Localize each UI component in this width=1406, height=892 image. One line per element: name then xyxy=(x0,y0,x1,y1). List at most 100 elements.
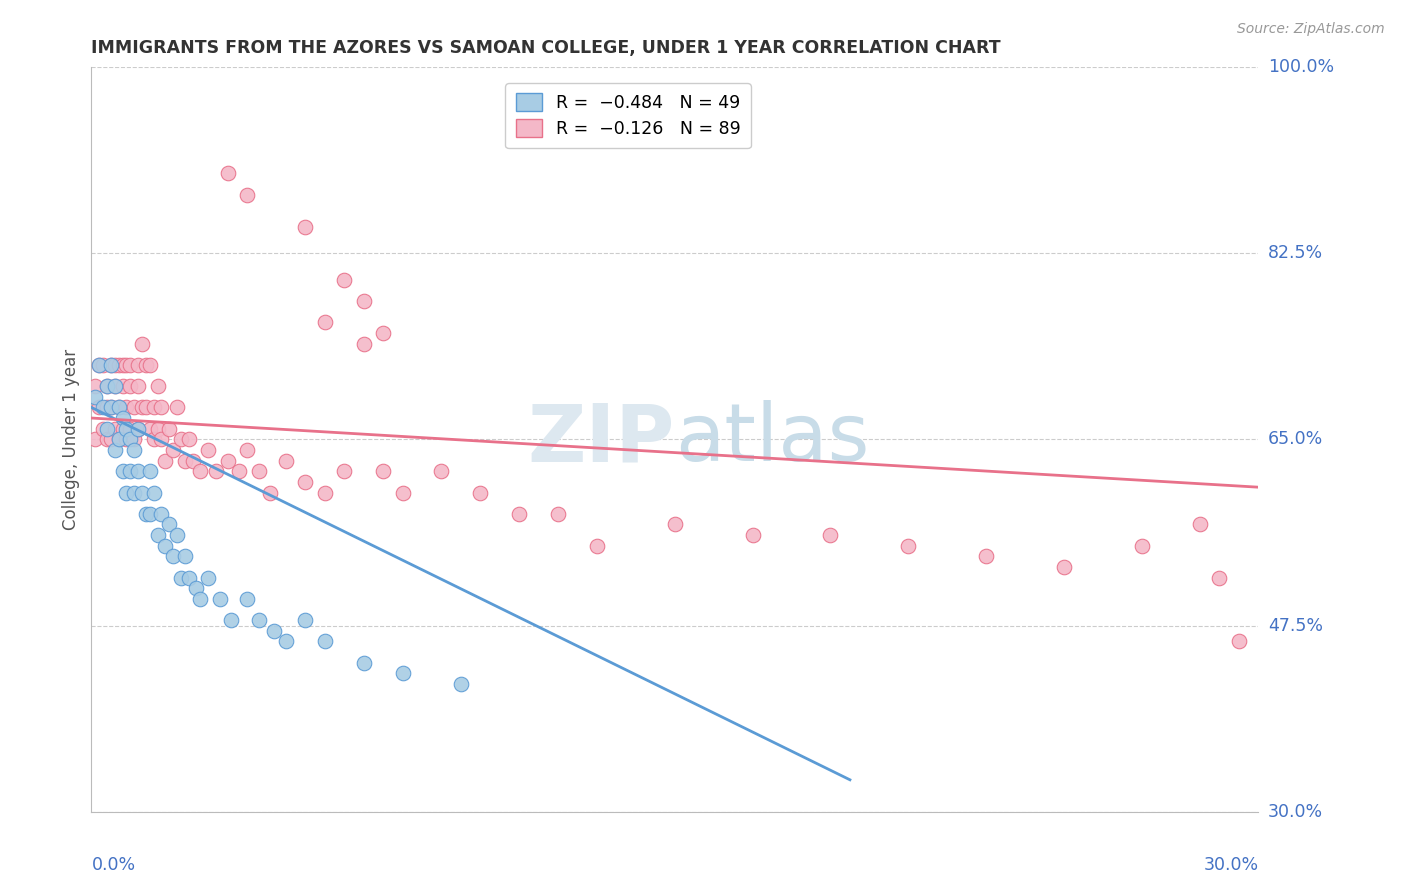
Point xyxy=(155,453,177,467)
Point xyxy=(127,358,149,372)
Text: IMMIGRANTS FROM THE AZORES VS SAMOAN COLLEGE, UNDER 1 YEAR CORRELATION CHART: IMMIGRANTS FROM THE AZORES VS SAMOAN COL… xyxy=(91,39,1001,57)
Point xyxy=(155,539,177,553)
Text: 0.0%: 0.0% xyxy=(91,856,135,874)
Point xyxy=(157,517,180,532)
Point xyxy=(450,677,472,691)
Point xyxy=(294,219,316,234)
Point xyxy=(177,432,200,446)
Point xyxy=(181,453,204,467)
Point xyxy=(131,401,153,415)
Point xyxy=(314,315,336,329)
Point xyxy=(135,401,157,415)
Point xyxy=(236,187,259,202)
Point xyxy=(89,401,111,415)
Point xyxy=(186,582,208,596)
Point xyxy=(142,432,165,446)
Point xyxy=(470,485,492,500)
Point xyxy=(217,453,239,467)
Point xyxy=(111,464,134,478)
Point xyxy=(333,273,356,287)
Point xyxy=(104,379,127,393)
Point xyxy=(157,422,180,436)
Point xyxy=(122,432,145,446)
Point xyxy=(177,571,200,585)
Point xyxy=(120,432,142,446)
Point xyxy=(820,528,842,542)
Point xyxy=(104,358,127,372)
Point xyxy=(353,656,375,670)
Point xyxy=(1053,560,1076,574)
Point xyxy=(115,358,138,372)
Point xyxy=(127,464,149,478)
Point xyxy=(173,453,195,467)
Point xyxy=(333,464,356,478)
Point xyxy=(586,539,609,553)
Point xyxy=(91,401,114,415)
Point xyxy=(96,401,118,415)
Text: 100.0%: 100.0% xyxy=(1268,58,1334,76)
Text: ZIP: ZIP xyxy=(527,401,675,478)
Text: atlas: atlas xyxy=(675,401,869,478)
Point xyxy=(120,379,142,393)
Point xyxy=(166,528,188,542)
Point xyxy=(138,507,162,521)
Point xyxy=(150,507,173,521)
Point xyxy=(100,401,122,415)
Point xyxy=(142,485,165,500)
Point xyxy=(111,358,134,372)
Point xyxy=(236,442,259,457)
Point xyxy=(314,634,336,648)
Point xyxy=(135,507,157,521)
Point xyxy=(89,358,111,372)
Point xyxy=(247,464,270,478)
Text: 65.0%: 65.0% xyxy=(1268,430,1323,449)
Point xyxy=(127,422,149,436)
Point xyxy=(391,666,413,681)
Point xyxy=(1189,517,1212,532)
Point xyxy=(120,464,142,478)
Point xyxy=(247,613,270,627)
Point xyxy=(104,379,127,393)
Point xyxy=(430,464,453,478)
Point xyxy=(122,401,145,415)
Point xyxy=(84,432,107,446)
Point xyxy=(173,549,195,564)
Point xyxy=(91,422,114,436)
Point xyxy=(142,401,165,415)
Point xyxy=(217,166,239,180)
Point xyxy=(314,485,336,500)
Point xyxy=(120,422,142,436)
Text: 30.0%: 30.0% xyxy=(1268,803,1323,821)
Point xyxy=(100,401,122,415)
Point xyxy=(131,485,153,500)
Point xyxy=(122,485,145,500)
Point xyxy=(259,485,281,500)
Point xyxy=(84,390,107,404)
Point xyxy=(221,613,243,627)
Point xyxy=(228,464,250,478)
Point xyxy=(131,336,153,351)
Point xyxy=(111,411,134,425)
Point xyxy=(115,401,138,415)
Point xyxy=(96,432,118,446)
Point xyxy=(274,453,297,467)
Point xyxy=(205,464,228,478)
Point xyxy=(294,475,316,489)
Point xyxy=(974,549,997,564)
Point xyxy=(96,422,118,436)
Point xyxy=(100,432,122,446)
Point xyxy=(162,442,184,457)
Point xyxy=(107,358,129,372)
Point xyxy=(135,358,157,372)
Point xyxy=(1208,571,1230,585)
Point xyxy=(111,422,134,436)
Point xyxy=(353,293,375,308)
Point xyxy=(146,422,169,436)
Point xyxy=(197,442,219,457)
Point xyxy=(208,591,231,606)
Text: Source: ZipAtlas.com: Source: ZipAtlas.com xyxy=(1237,22,1385,37)
Point xyxy=(353,336,375,351)
Point xyxy=(127,379,149,393)
Point xyxy=(150,401,173,415)
Point xyxy=(127,422,149,436)
